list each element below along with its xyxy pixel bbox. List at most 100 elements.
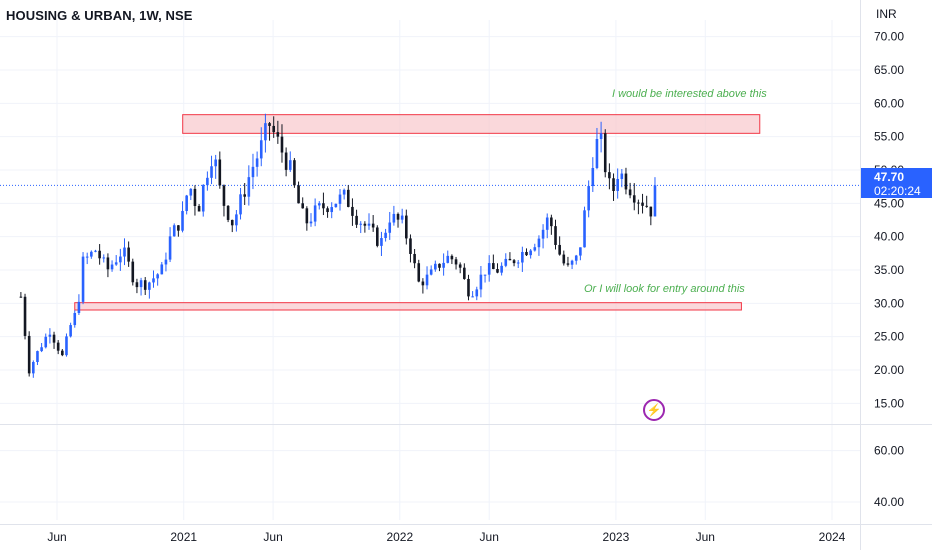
candle-body	[421, 281, 425, 286]
candle-body	[579, 247, 582, 256]
lightning-icon[interactable]: ⚡	[643, 399, 665, 421]
candle-body	[201, 185, 205, 212]
candle-body	[492, 263, 495, 270]
candle-body	[359, 223, 363, 225]
candle-body	[102, 257, 106, 259]
price-zones	[74, 114, 761, 311]
price-tick-label: 45.00	[874, 196, 904, 210]
candle-body	[570, 260, 574, 265]
candle-body	[645, 205, 648, 207]
price-tick-label: 60.00	[874, 96, 904, 110]
candle-body	[148, 282, 151, 290]
candle-body	[214, 159, 217, 167]
indicator-pane-axis[interactable]: 60.00 40.00	[874, 444, 904, 509]
candle-body	[189, 188, 193, 196]
candle-body	[305, 208, 309, 224]
candle-body	[139, 280, 143, 288]
candle-body	[467, 278, 470, 297]
candle-body	[367, 223, 371, 226]
candle-body	[599, 133, 603, 139]
candle-body	[500, 265, 503, 273]
candle-body	[558, 244, 561, 255]
candle-body	[388, 222, 392, 233]
time-axis[interactable]: Jun 2021 Jun 2022 Jun 2023 Jun 2024	[47, 530, 845, 544]
candle-body	[566, 263, 570, 265]
candle-body	[454, 259, 458, 265]
candle-body	[417, 263, 421, 282]
candle-body	[206, 177, 209, 186]
candle-body	[400, 215, 404, 220]
price-tick-label: 35.00	[874, 263, 904, 277]
candlestick-series	[19, 113, 657, 378]
candle-body	[23, 296, 27, 336]
candle-body	[541, 229, 545, 239]
candle-body	[583, 210, 586, 248]
candle-body	[210, 166, 213, 178]
candle-body	[529, 250, 532, 256]
candle-body	[338, 194, 342, 204]
candle-body	[438, 263, 441, 268]
candle-body	[247, 177, 251, 197]
symbol-title[interactable]: HOUSING & URBAN, 1W, NSE	[6, 8, 193, 23]
time-tick-label: 2021	[170, 530, 197, 544]
price-tick-label: 30.00	[874, 296, 904, 310]
candle-body	[442, 262, 445, 268]
candle-body	[413, 253, 416, 264]
candle-body	[77, 301, 81, 313]
candle-body	[574, 255, 578, 261]
upper-zone-note: I would be interested above this	[612, 88, 767, 100]
candle-body	[222, 185, 226, 206]
candle-body	[446, 255, 450, 263]
candle-body	[73, 312, 77, 326]
candle-body	[297, 185, 300, 204]
candle-body	[48, 334, 52, 337]
candle-body	[52, 334, 56, 343]
candle-body	[172, 225, 176, 237]
time-tick-label: Jun	[47, 530, 66, 544]
candle-body	[218, 159, 222, 186]
candle-body	[160, 264, 164, 275]
price-axis[interactable]: 70.0065.0060.0055.0050.0045.0040.0035.00…	[874, 30, 904, 411]
candle-body	[301, 203, 305, 209]
candle-body	[355, 215, 358, 225]
candle-body	[243, 194, 246, 197]
price-tick-label: 25.00	[874, 330, 904, 344]
candle-body	[392, 213, 396, 223]
candle-body	[628, 189, 632, 196]
candle-body	[429, 269, 433, 275]
price-tick-label: 20.00	[874, 363, 904, 377]
candle-body	[230, 219, 234, 226]
support-zone	[74, 302, 742, 311]
candle-body	[591, 168, 595, 187]
candle-body	[405, 215, 408, 239]
candle-body	[330, 207, 334, 213]
candle-body	[135, 282, 139, 288]
candle-body	[85, 256, 89, 258]
candle-body	[641, 202, 644, 206]
candle-body	[496, 269, 499, 273]
currency-label: INR	[876, 7, 897, 21]
candle-body	[479, 274, 483, 290]
candle-body	[168, 236, 172, 260]
price-tick-label: 70.00	[874, 30, 904, 44]
candle-body	[293, 160, 296, 186]
candle-body	[317, 203, 321, 206]
candle-body	[143, 280, 147, 290]
price-tick-label: 40.00	[874, 230, 904, 244]
candle-body	[32, 362, 35, 374]
candle-body	[637, 202, 640, 204]
candle-body	[226, 205, 230, 220]
candle-body	[342, 189, 346, 195]
candle-body	[27, 335, 31, 374]
candle-body	[620, 173, 624, 179]
candle-body	[272, 125, 275, 133]
candle-body	[127, 247, 130, 262]
indicator-tick-label: 40.00	[874, 495, 904, 509]
candle-body	[259, 140, 263, 159]
candle-body	[56, 342, 60, 351]
price-tick-label: 55.00	[874, 130, 904, 144]
last-price-label: 47.70 02:20:24	[861, 168, 932, 198]
candle-body	[313, 205, 317, 222]
candle-body	[396, 213, 400, 220]
